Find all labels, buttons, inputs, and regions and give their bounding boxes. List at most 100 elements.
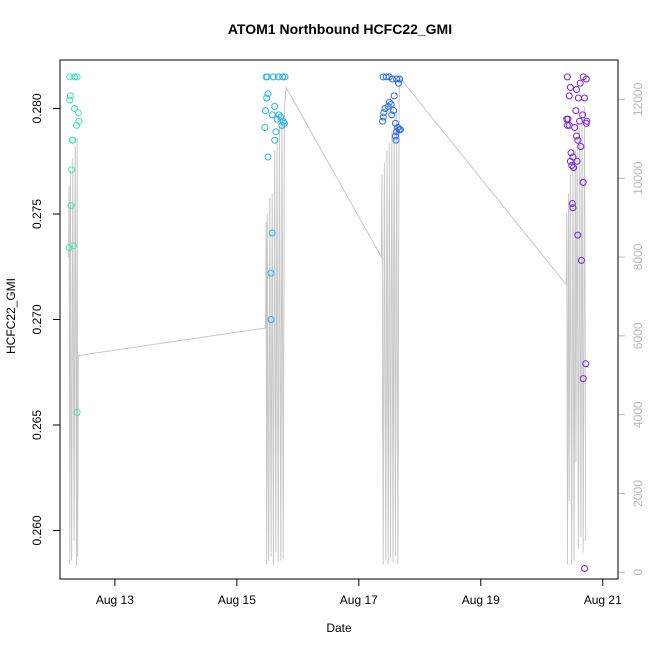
data-point [393,128,401,136]
data-point [71,73,79,81]
data-point [581,94,588,102]
data-point [68,166,76,174]
data-point [271,136,279,144]
data-point [69,242,77,250]
data-point [576,117,584,125]
y2-tick-label: 0 [631,569,645,576]
x-tick-label: Aug 17 [340,593,378,607]
data-point [393,75,401,83]
data-point [382,73,390,81]
data-point [579,111,587,119]
data-point [379,117,387,125]
data-point [66,92,74,100]
y2-tick-label: 8000 [631,243,645,270]
data-point [392,136,400,144]
data-point [391,132,399,140]
data-point [73,408,81,416]
data-point [569,204,577,212]
data-point [574,231,582,239]
data-point [67,202,75,210]
data-point [390,92,398,100]
x-tick-label: Aug 13 [96,593,134,607]
data-point [385,98,393,106]
y2-tick-label: 4000 [631,401,645,428]
chart-title: ATOM1 Northbound HCFC22_GMI [228,21,452,37]
data-point [581,565,588,572]
data-point [579,375,587,383]
data-point [379,113,387,121]
y2-tick-label: 12000 [631,82,645,116]
data-point [264,90,272,98]
data-point [74,109,82,117]
y-axis-label: HCFC22_GMI [4,278,18,354]
y2-tick-label: 10000 [631,161,645,195]
plot-frame [59,59,619,580]
altitude-line [68,75,587,567]
data-point [577,256,585,264]
data-point [388,75,396,83]
data-point [272,128,280,136]
data-point [279,73,287,81]
data-point [577,143,585,150]
data-point [565,92,573,100]
data-point [574,94,582,102]
data-point [380,109,388,117]
data-point [71,105,79,112]
data-point [66,73,74,81]
data-point [262,107,269,115]
data-point [572,107,580,115]
data-point [573,132,580,140]
data-point [395,79,402,87]
altitude-series [68,75,587,567]
data-point [390,107,398,115]
data-point [576,79,584,87]
hcfc22-series [65,73,591,572]
data-point [280,119,288,127]
x-tick-label: Aug 19 [462,593,500,607]
data-point [582,360,590,368]
x-tick-label: Aug 15 [218,593,256,607]
data-point [66,96,74,104]
data-point [381,105,389,112]
data-point [566,157,574,165]
data-point [269,73,277,81]
data-point [264,153,272,161]
data-point [69,136,77,144]
data-point [65,244,73,252]
data-point [582,119,590,127]
data-point [573,86,580,93]
y2-tick-label: 6000 [631,322,645,349]
y2-tick-label: 2000 [631,480,645,507]
y-tick-label: 0.260 [30,515,44,545]
data-point [388,111,396,119]
data-point [268,111,276,119]
x-axis-label: Date [326,621,352,635]
data-point [566,83,574,91]
data-point [567,149,575,157]
y-tick-label: 0.265 [30,410,44,440]
data-point [574,136,582,144]
data-point [73,121,80,129]
data-point [275,111,283,119]
y-tick-label: 0.280 [30,93,44,123]
data-point [568,162,576,169]
data-point [582,75,590,83]
axes: Aug 13 Aug 15 Aug 17 Aug 19 Aug 21 0.260 0.265… [30,82,645,607]
data-point [281,73,289,81]
data-point [274,73,282,81]
data-point [267,269,275,277]
x-tick-label: Aug 21 [584,593,622,607]
data-point [267,316,275,323]
data-point [271,102,279,110]
data-point [396,75,404,83]
data-point [563,73,571,81]
data-point [273,115,281,123]
data-point [579,178,587,186]
data-point [568,200,576,207]
data-point [73,73,81,81]
data-point [570,164,577,172]
data-point [396,126,404,134]
y-tick-label: 0.270 [30,304,44,334]
data-point [573,157,581,165]
